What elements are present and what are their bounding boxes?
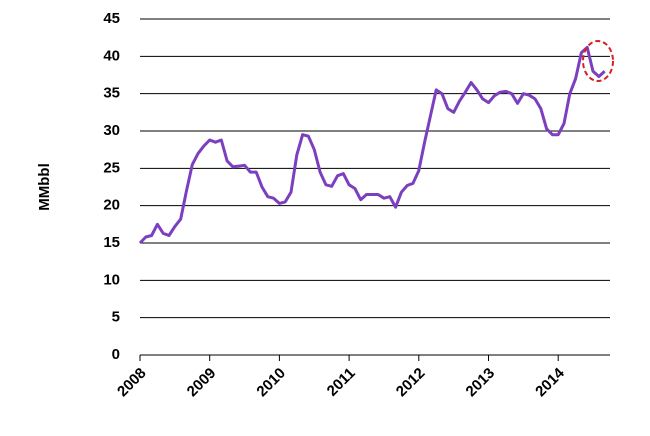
y-tick-label: 15 [103, 234, 120, 251]
y-tick-label: 30 [103, 122, 120, 139]
y-tick-label: 5 [112, 309, 120, 326]
y-tick-label: 45 [103, 10, 120, 27]
x-tick-label: 2013 [463, 365, 499, 401]
x-tick-label: 2008 [114, 365, 150, 401]
y-tick-label: 35 [103, 85, 120, 102]
y-tick-label: 0 [112, 346, 120, 363]
y-tick-label: 20 [103, 197, 120, 214]
x-tick-label: 2009 [184, 365, 220, 401]
y-axis-label: MMbbl [36, 163, 53, 210]
x-tick-label: 2010 [253, 365, 289, 401]
y-tick-label: 10 [103, 271, 120, 288]
y-tick-label: 40 [103, 47, 120, 64]
y-tick-label: 25 [103, 159, 120, 176]
highlight-circle [582, 40, 614, 82]
x-tick-label: 2011 [324, 365, 359, 400]
x-tick-label: 2012 [393, 365, 429, 401]
data-line [138, 45, 606, 245]
x-tick-label: 2014 [532, 364, 568, 400]
